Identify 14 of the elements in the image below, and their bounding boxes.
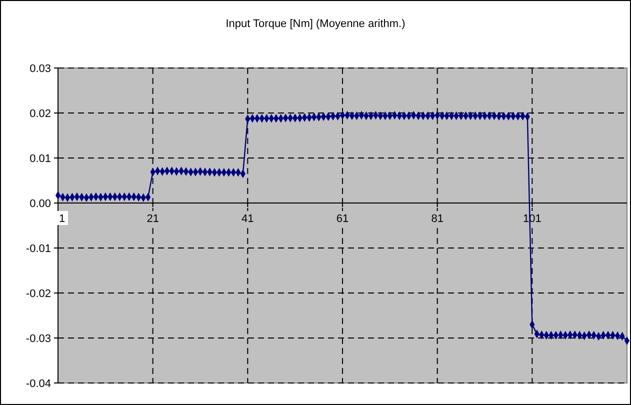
y-tick-label: 0.00 [30,198,51,210]
x-tick-label: 21 [146,213,159,225]
y-tick-label: -0.01 [26,242,51,255]
y-tick-label: -0.02 [26,288,51,300]
x-tick-label: 81 [431,213,444,225]
y-tick-label: 0.01 [30,152,51,165]
x-tick-label: 1 [59,213,66,225]
y-tick-label: 0.02 [30,108,51,120]
chart-title: Input Torque [Nm] (Moyenne arithm.) [226,18,406,30]
y-tick-label: 0.03 [30,62,51,75]
x-tick-label: 41 [242,213,254,225]
y-tick-label: -0.04 [26,378,51,390]
y-tick-label: -0.03 [26,332,51,345]
x-tick-label: 61 [336,213,349,225]
